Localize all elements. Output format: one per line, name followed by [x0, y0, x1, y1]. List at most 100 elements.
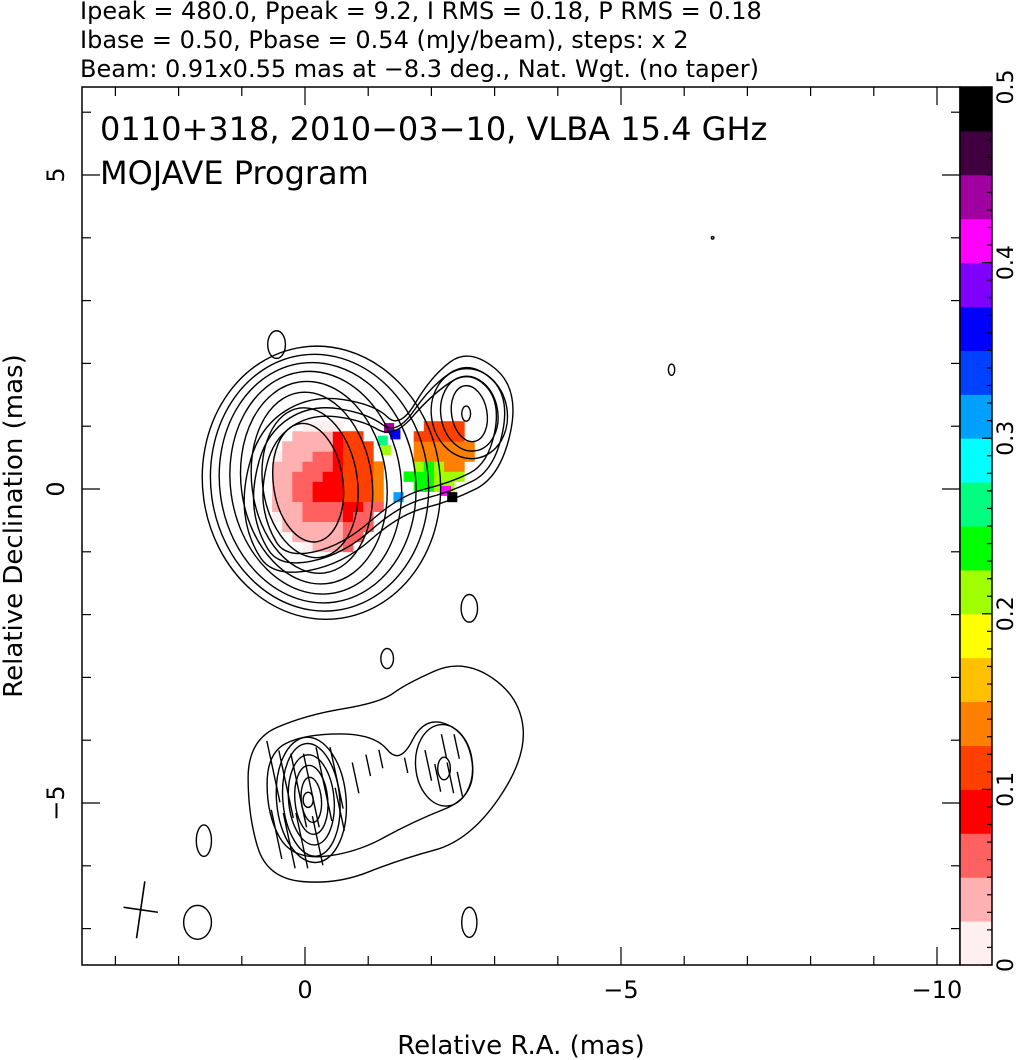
pol-pixel — [302, 501, 313, 513]
colorbar-tick-label: 0.4 — [994, 245, 1019, 280]
evpa-vector — [351, 762, 360, 794]
knot-contour — [450, 384, 489, 443]
colorbar-segment — [960, 262, 992, 307]
colorbar-segment — [960, 701, 992, 746]
isolated-contour — [710, 235, 715, 240]
pol-pixel — [312, 541, 324, 553]
colorbar-tick-label: 0.2 — [994, 596, 1019, 631]
pol-pixel — [440, 485, 451, 496]
pol-pixel — [353, 471, 364, 482]
x-axis-label: Relative R.A. (mas) — [397, 1031, 644, 1060]
pol-pixel — [332, 481, 344, 492]
pol-pixel — [302, 491, 313, 502]
pol-pixel — [282, 521, 293, 533]
south-knot-contour — [437, 756, 452, 781]
y-tick-label: 5 — [42, 167, 70, 182]
axis-ticks — [82, 87, 960, 965]
evpa-vector — [266, 740, 281, 803]
core-contour — [218, 361, 417, 604]
south-contour — [287, 754, 336, 846]
pol-pixel — [373, 491, 384, 502]
beam-cross — [123, 881, 158, 939]
pol-pixel — [322, 501, 334, 513]
pol-pixel — [363, 441, 374, 452]
pol-pixel — [342, 461, 354, 472]
pol-pixel — [342, 471, 354, 482]
pol-pixel — [292, 521, 303, 533]
isolated-contour — [380, 647, 395, 670]
pol-pixel — [353, 431, 364, 442]
pol-pixel — [413, 481, 425, 492]
pol-pixel — [312, 481, 324, 492]
pol-pixel — [413, 441, 425, 452]
pol-pixel — [282, 511, 293, 523]
evpa-vector — [282, 812, 296, 869]
polarization-pixels — [272, 421, 475, 553]
pol-pixel — [312, 441, 324, 452]
pol-pixel — [292, 481, 303, 492]
pol-pixel — [444, 451, 455, 462]
pol-pixel — [292, 491, 303, 502]
pol-pixel — [272, 451, 283, 462]
evpa-vector — [456, 771, 464, 797]
plot-frame — [81, 86, 961, 966]
pol-pixel — [322, 451, 334, 462]
colorbar-segment — [960, 745, 992, 790]
pol-pixel — [353, 441, 364, 452]
colorbar-segment — [960, 174, 992, 220]
colorbar-segment — [960, 789, 992, 834]
pol-pixel — [312, 431, 324, 442]
pol-pixel — [272, 501, 283, 513]
pol-pixel — [312, 531, 324, 543]
pol-pixel — [433, 441, 445, 452]
pol-pixel — [312, 501, 324, 513]
pol-pixel — [373, 471, 384, 482]
colorbar-segment — [960, 87, 992, 132]
isolated-contour — [267, 330, 287, 360]
pol-pixel — [322, 431, 334, 442]
evpa-vector — [378, 749, 384, 769]
pol-pixel — [390, 429, 401, 440]
south-contour — [275, 736, 348, 864]
core-contour — [272, 422, 345, 543]
isolated-contour — [460, 593, 479, 623]
intensity-contours — [182, 235, 715, 940]
pol-pixel — [342, 431, 354, 442]
pol-pixel — [444, 461, 455, 472]
map-subtitle: MOJAVE Program — [100, 154, 369, 192]
jet-envelope-contour — [243, 355, 514, 573]
pol-pixel — [332, 501, 344, 513]
pol-pixel — [454, 421, 465, 432]
pol-pixel — [312, 521, 324, 533]
pol-pixel — [332, 421, 344, 432]
pol-pixel — [342, 451, 354, 462]
evpa-vector — [278, 750, 294, 819]
colorbar-segment — [960, 877, 992, 922]
pol-pixel — [322, 461, 334, 472]
pol-pixel — [312, 511, 324, 523]
pol-pixel — [413, 451, 425, 462]
pol-pixel — [444, 421, 455, 432]
pol-pixel — [433, 481, 445, 492]
pol-pixel — [393, 492, 404, 503]
knot-contour — [461, 405, 472, 422]
pol-pixel — [322, 471, 334, 482]
y-tick-label: 0 — [42, 481, 70, 496]
x-tick-label: −10 — [912, 976, 963, 1004]
pol-pixel — [272, 471, 283, 482]
beam-minor-axis — [123, 906, 158, 914]
pol-pixel — [322, 511, 334, 523]
pol-pixel — [363, 471, 374, 482]
colorbar-segment — [960, 218, 992, 264]
pol-pixel — [373, 481, 384, 492]
pol-pixel — [447, 492, 458, 503]
evpa-vector — [434, 763, 442, 792]
south-contour — [281, 742, 341, 857]
pol-pixel — [302, 441, 313, 452]
colorbar-segment — [960, 569, 992, 615]
pol-pixel — [292, 511, 303, 523]
pol-pixel — [292, 451, 303, 462]
pol-pixel — [302, 461, 313, 472]
pol-pixel — [322, 491, 334, 502]
pol-pixel — [444, 441, 455, 452]
